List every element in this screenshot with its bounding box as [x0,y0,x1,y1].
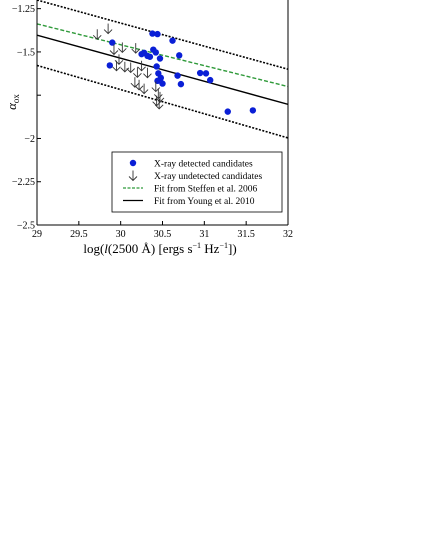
x-tick-label-3: 30 [116,229,126,240]
upper-limit-arrow-15-head [153,94,163,100]
detected-point-1 [109,39,116,46]
detected-point-8 [154,30,161,38]
upper-limit-arrow-13-head [139,89,149,95]
detected-point-25 [249,107,257,114]
upper-limit-arrow-7 [131,43,141,54]
x-tick-label-7: 32 [283,229,293,240]
xlabel-part-3: (2500 Å) [ergs s [108,241,193,256]
detected-point-24 [224,108,231,115]
detected-point-21 [196,69,204,77]
legend-marker-undetected [128,170,138,182]
detected-point-23 [206,76,214,84]
xlabel-part-7: ]) [228,241,237,256]
xlabel-part-6: −1 [219,241,228,250]
fit-line-1 [37,23,288,88]
upper-limit-arrow-4-head [118,48,127,54]
xlabel-part-5: Hz [201,241,220,256]
legend: X-ray detected candidates X-ray undetecte… [111,151,283,213]
x-tick-label-6: 31.5 [237,229,255,240]
upper-limit-arrow-6 [120,61,130,73]
upper-limit-arrow-20 [137,60,146,72]
xlabel-part-2: l [104,241,108,256]
upper-limit-arrow-18-head [154,104,164,110]
upper-limit-arrow-7-head [131,48,141,54]
upper-limit-arrow-4 [118,42,127,54]
legend-marker-detected [129,159,137,167]
legend-label-3: Fit from Steffen et al. 2006 [154,184,258,195]
upper-limit-arrow-20-head [137,66,146,72]
y-tick-label-1: −2.5 [17,221,35,232]
xlabel-part-4: −1 [193,241,202,250]
legend-label-4: Fit from Young et al. 2010 [154,196,255,207]
detected-point-2 [106,62,113,69]
upper-limit-arrow-8-head [126,68,136,74]
upper-limit-arrow-3 [109,44,119,56]
detected-point-22 [202,70,210,77]
upper-limit-arrow-8 [126,62,136,74]
detected-point-10 [152,49,160,56]
detected-point-17 [169,37,176,44]
x-tick-label-4: 30.5 [154,229,172,240]
detected-point-12 [153,63,160,70]
detected-point-6 [146,53,154,60]
upper-limit-arrow-1-head [92,34,102,40]
upper-limit-arrow-19 [112,60,121,72]
upper-limit-arrow-1 [92,29,102,40]
ylabel-sub: ox [11,94,21,104]
upper-limit-arrow-12 [134,79,144,91]
x-tick-label-5: 31 [199,229,209,240]
fit-line-3 [37,0,288,71]
detected-point-11 [156,55,164,62]
upper-limit-arrow-13 [139,83,149,95]
y-tick-label-6: −1.25 [12,4,35,15]
upper-limit-arrow-2 [103,23,113,35]
fit-line-4 [37,64,288,139]
detected-point-19 [174,72,181,79]
legend-label-2: X-ray undetected candidates [154,172,262,182]
xlabel-part-1: log( [83,241,104,256]
x-tick-label-1: 29 [32,229,42,240]
upper-limit-arrow-12-head [134,85,144,91]
upper-limit-arrow-18 [154,98,164,110]
detected-point-18 [176,52,183,59]
y-axis-label: αox [4,94,21,110]
detected-point-16 [159,80,166,87]
fit-line-2 [37,34,288,106]
detected-point-7 [149,30,156,37]
axis-layer: 29 29.5 30 30.5 31 31.5 32 −2.5 −2.25 −2 −1.5 −1.25 [12,0,293,240]
y-tick-label-5: −1.5 [17,47,35,58]
upper-limit-arrow-9 [133,67,142,78]
legend-label-1: X-ray detected candidates [154,160,253,170]
upper-limit-arrow-10 [143,67,152,79]
upper-limit-arrow-9-head [133,73,142,78]
upper-limit-arrow-11-head [130,82,140,88]
upper-limit-arrow-15 [153,88,163,100]
y-tick-label-2: −2.25 [12,177,35,188]
x-axis-label: log(l(2500 Å) [ergs s−1 Hz−1]) [83,241,236,256]
y-tick-label-3: −2 [24,134,35,145]
upper-limit-arrow-2-head [103,29,113,35]
plot-layer [37,0,288,139]
legend-box [111,151,283,213]
upper-limit-arrow-10-head [143,73,152,79]
upper-limit-arrow-11 [130,77,140,88]
upper-limit-arrow-19-head [112,66,121,72]
x-tick-label-2: 29.5 [70,229,88,240]
detected-point-20 [177,80,185,88]
upper-limit-arrow-3-head [109,50,119,56]
ylabel-alpha: α [4,102,19,110]
legend-marker-undetected-head [128,176,138,182]
